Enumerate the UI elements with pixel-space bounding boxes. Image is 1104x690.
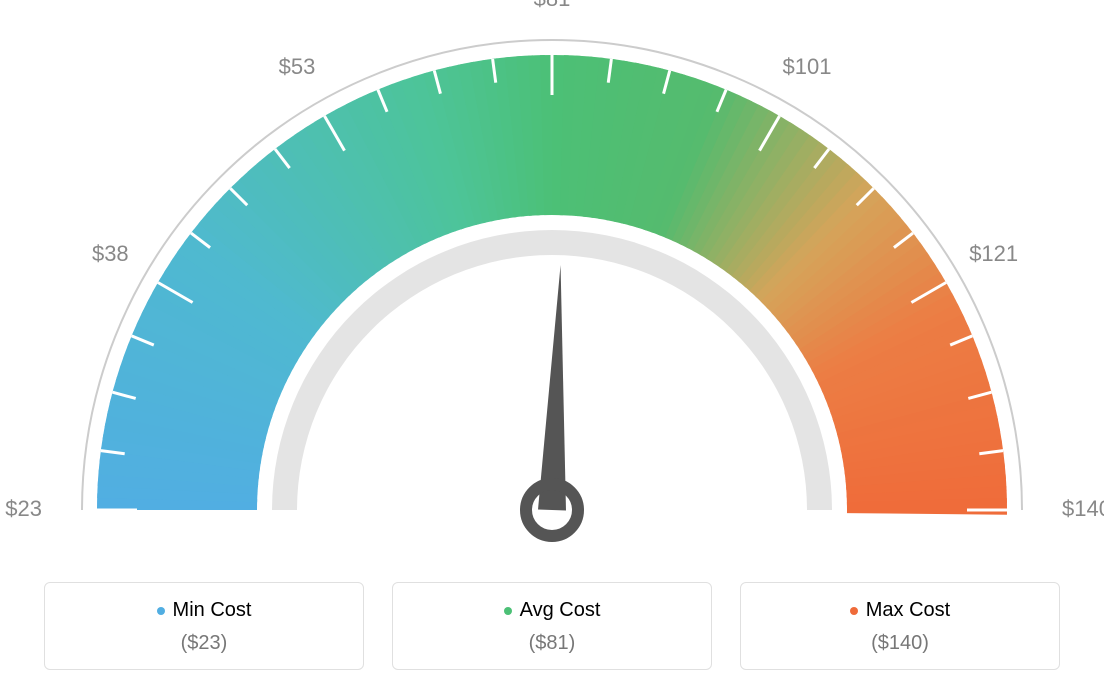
- cost-gauge: $23 $38 $53 $81 $101 $121 $140: [0, 0, 1104, 560]
- legend-row: Min Cost ($23) Avg Cost ($81) Max Cost (…: [0, 582, 1104, 670]
- legend-title-max: Max Cost: [850, 599, 950, 622]
- legend-card-max: Max Cost ($140): [740, 582, 1060, 670]
- legend-title-min: Min Cost: [157, 599, 252, 622]
- legend-label-min: Min Cost: [173, 599, 252, 622]
- gauge-tick-label: $53: [279, 54, 316, 79]
- legend-dot-max-icon: [850, 607, 858, 615]
- legend-dot-min-icon: [157, 607, 165, 615]
- legend-card-avg: Avg Cost ($81): [392, 582, 712, 670]
- legend-dot-avg-icon: [504, 607, 512, 615]
- legend-value-avg: ($81): [403, 632, 701, 655]
- legend-label-max: Max Cost: [866, 599, 950, 622]
- gauge-tick-label: $81: [534, 0, 571, 11]
- legend-value-max: ($140): [751, 632, 1049, 655]
- gauge-tick-label: $23: [5, 496, 42, 521]
- gauge-tick-label: $101: [783, 54, 832, 79]
- legend-label-avg: Avg Cost: [520, 599, 601, 622]
- gauge-tick-label: $140: [1062, 496, 1104, 521]
- gauge-tick-label: $121: [969, 241, 1018, 266]
- legend-title-avg: Avg Cost: [504, 599, 601, 622]
- legend-card-min: Min Cost ($23): [44, 582, 364, 670]
- gauge-tick-label: $38: [92, 241, 129, 266]
- legend-value-min: ($23): [55, 632, 353, 655]
- gauge-svg: $23 $38 $53 $81 $101 $121 $140: [0, 0, 1104, 560]
